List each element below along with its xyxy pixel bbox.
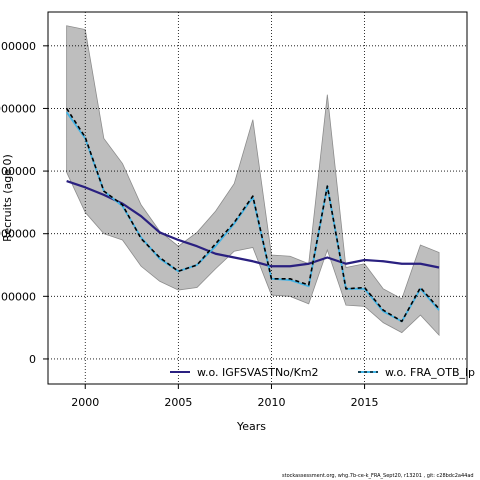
series-line-fit: [65, 108, 440, 323]
y-tick-label: 0: [29, 353, 36, 366]
confidence-band-layer: [66, 25, 440, 337]
x-tick-label: 2005: [164, 396, 192, 409]
legend: w.o. IGFSVASTNo/Km2 w.o. FRA_OTB_lp: [170, 366, 475, 379]
footer-source-text: stockassessment.org, whg.7b-ce-k_FRA_Sep…: [282, 473, 474, 479]
y-axis-title: Recruits (age 0): [1, 154, 14, 242]
y-tick-label: 1000000: [0, 228, 36, 241]
confidence-band: [66, 25, 440, 337]
x-tick-label: 2010: [257, 396, 285, 409]
x-axis-title: Years: [236, 420, 266, 433]
plot-frame: [47, 11, 468, 385]
y-tick-label: 2500000: [0, 40, 36, 53]
grid-layer: [48, 12, 467, 384]
series-line-igfsvast: [66, 180, 440, 269]
series-layer: [65, 108, 440, 323]
x-tick-label: 2000: [71, 396, 99, 409]
legend-label-1: w.o. FRA_OTB_lp: [385, 366, 475, 379]
x-tick-label: 2015: [351, 396, 379, 409]
legend-label-0: w.o. IGFSVASTNo/Km2: [197, 366, 319, 379]
y-tick-label: 2000000: [0, 102, 36, 115]
